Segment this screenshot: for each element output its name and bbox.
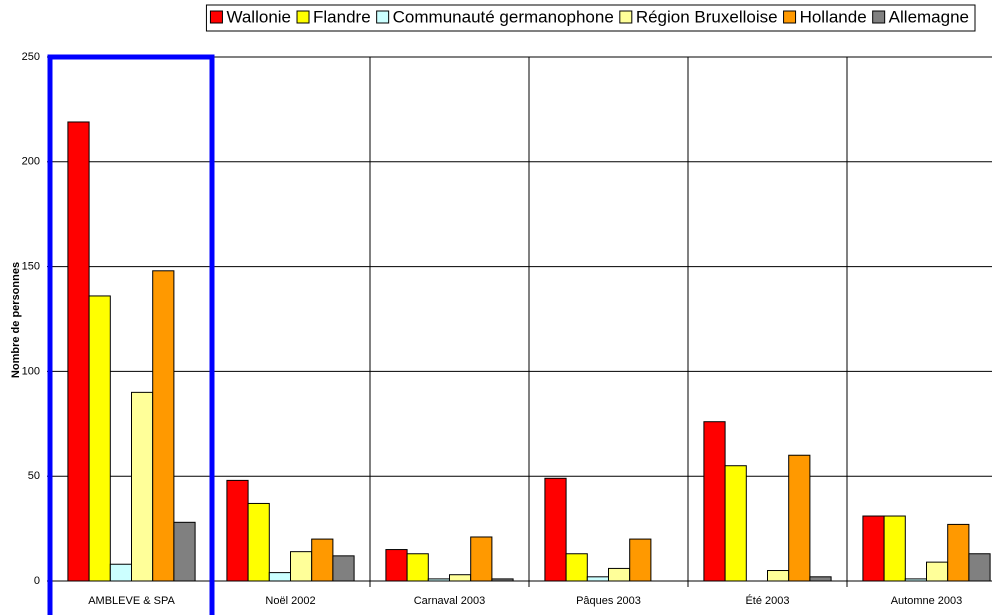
bar	[131, 391, 154, 582]
highlight-box	[47, 54, 215, 615]
bar	[385, 549, 408, 582]
y-tick-label: 150	[22, 261, 40, 273]
x-tick-label: Carnaval 2003	[414, 595, 486, 607]
bar	[926, 561, 949, 582]
legend-label: Flandre	[313, 7, 371, 26]
bar	[491, 578, 514, 582]
bar	[332, 555, 355, 582]
x-tick-label: Noël 2002	[265, 595, 315, 607]
y-tick-label: 50	[28, 470, 40, 482]
bar	[608, 567, 631, 582]
bar	[724, 465, 747, 582]
x-tick-label: Été 2003	[745, 594, 789, 607]
bar	[809, 576, 832, 582]
bar	[703, 421, 726, 582]
y-axis-label: Nombre de personnes	[10, 262, 22, 378]
legend-label: Wallonie	[226, 7, 291, 26]
legend-label: Région Bruxelloise	[636, 7, 778, 26]
bar	[406, 553, 429, 582]
legend-label: Allemagne	[889, 7, 969, 26]
bar	[968, 553, 991, 582]
y-tick-label: 200	[22, 156, 40, 168]
x-tick-label: Automne 2003	[891, 595, 963, 607]
bar	[226, 479, 249, 582]
y-tick-label: 100	[22, 365, 40, 377]
x-tick-label: AMBLEVE & SPA	[88, 595, 175, 607]
legend: Wallonie Flandre Communauté germanophone Ré…	[205, 4, 976, 32]
bar	[947, 523, 970, 582]
bar	[173, 521, 196, 582]
bar	[109, 563, 133, 582]
bar	[268, 572, 291, 582]
bar	[88, 295, 111, 582]
bar	[586, 576, 609, 582]
bar	[544, 477, 567, 582]
bar	[904, 578, 927, 582]
legend-label: Hollande	[800, 7, 867, 26]
bar	[290, 551, 313, 582]
bar	[470, 536, 493, 582]
legend-swatch	[872, 10, 886, 24]
bar	[67, 121, 90, 582]
y-tick-label: 0	[34, 575, 40, 587]
bar	[427, 578, 450, 582]
plot: 0 50 100 150 200 250 AMBLEVE & SPA Noël 2002 Car…	[22, 51, 992, 607]
legend-label: Communauté germanophone	[393, 7, 614, 26]
bar	[247, 502, 270, 582]
x-tick-label: Pâques 2003	[576, 595, 641, 607]
bar	[311, 538, 334, 582]
bar	[565, 553, 588, 582]
bar	[449, 574, 472, 582]
legend-swatch	[783, 10, 797, 24]
legend-swatch	[619, 10, 633, 24]
legend-swatch	[209, 10, 223, 24]
bar	[788, 454, 811, 582]
bar	[767, 570, 790, 582]
legend-box	[205, 4, 976, 32]
y-tick-label: 250	[22, 51, 40, 63]
bar	[883, 515, 906, 582]
bar	[862, 515, 885, 582]
bar	[152, 270, 175, 582]
legend-swatch	[296, 10, 310, 24]
legend-swatch	[376, 10, 390, 24]
bar	[629, 538, 652, 582]
